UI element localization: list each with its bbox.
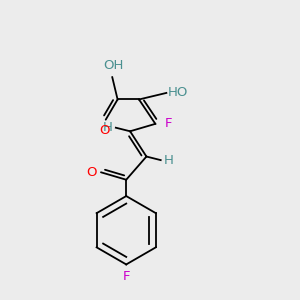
Text: H: H (164, 154, 174, 166)
Text: OH: OH (103, 59, 124, 72)
Text: H: H (103, 121, 112, 134)
Text: O: O (99, 124, 110, 137)
Text: F: F (165, 117, 172, 130)
Text: HO: HO (167, 86, 188, 99)
Text: O: O (86, 166, 97, 179)
Text: F: F (122, 270, 130, 283)
